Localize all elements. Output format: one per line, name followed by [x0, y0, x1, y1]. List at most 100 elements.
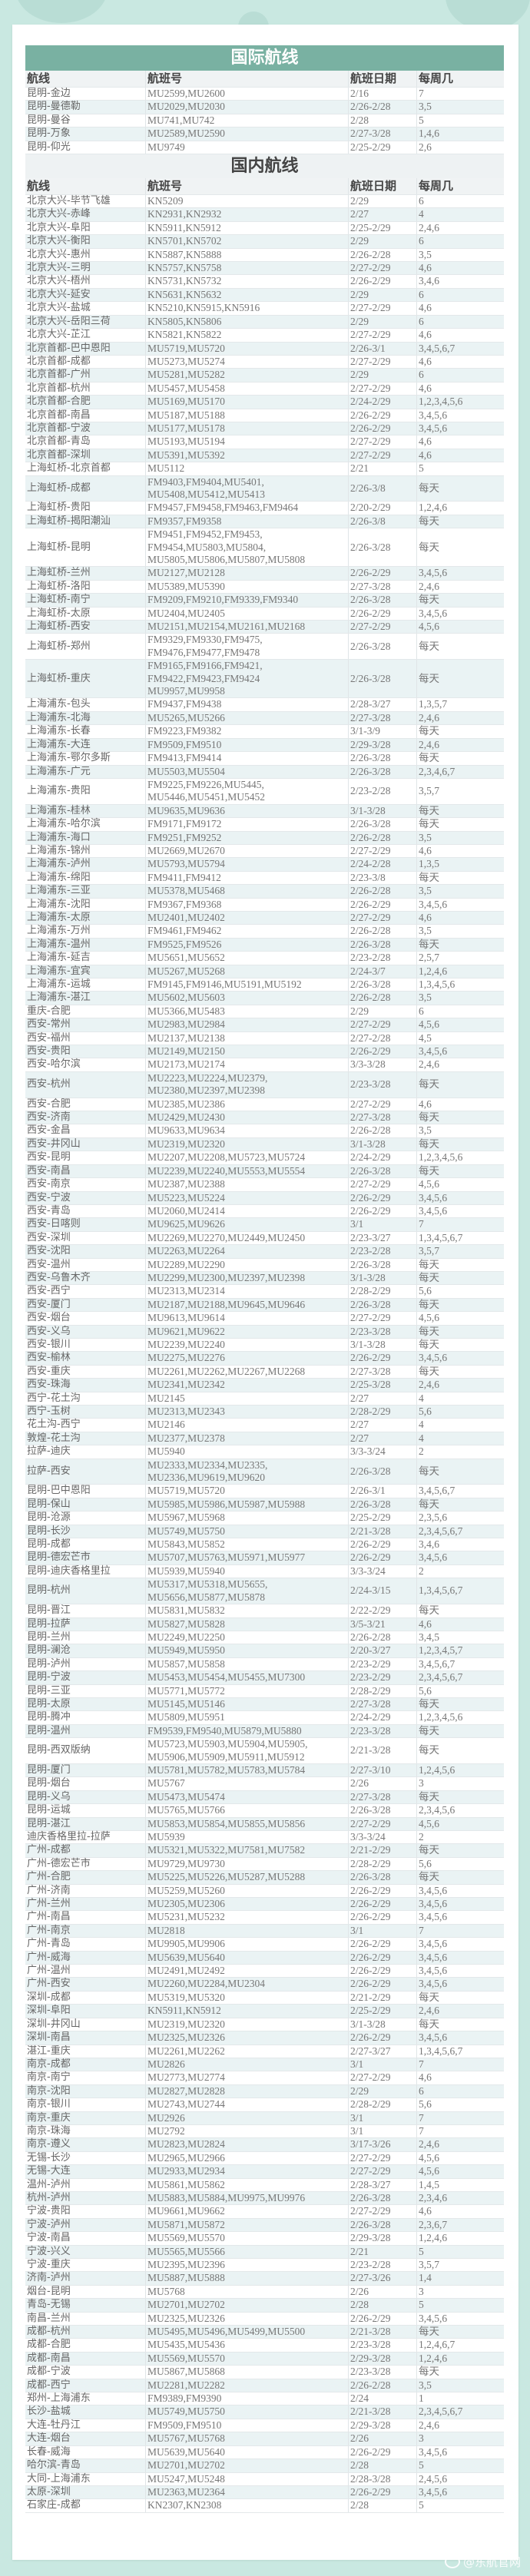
route-cell: 北京大兴-惠州	[25, 248, 146, 262]
route-cell: 昆明-运城	[25, 1804, 146, 1817]
weekdays-cell: 1,2,3,4,5,6	[419, 1711, 463, 1723]
route-cell: 南京-南宁	[25, 2071, 146, 2084]
flight-numbers-cell: MU5651,MU5652	[146, 952, 349, 965]
flight-dates-cell: 2/23-3/28	[349, 2366, 417, 2379]
flight-dates-cell: 2/26-2/29	[349, 1898, 417, 1911]
weekdays-cell: 4,5	[419, 1031, 432, 1044]
table-row: 上海浦东-延吉 MU5651,MU5652 2/23-2/28 2,5,7	[25, 952, 504, 965]
column-header-route: 航线	[25, 178, 146, 195]
table-row: 北京首都-成都 MU5273,MU5274 2/27-2/29 4,6	[25, 355, 504, 369]
flight-numbers-cell: MU5809,MU5951	[146, 1711, 349, 1724]
weekdays-cell: 4	[419, 1432, 424, 1444]
flight-dates-cell: 2/27	[349, 1419, 417, 1432]
route-cell: 成都-西宁	[25, 2379, 146, 2392]
flight-dates-cell: 2/27-2/29	[349, 844, 417, 858]
table-row: 昆明-万象 MU2589,MU2590 2/27-3/28 1,4,6	[25, 127, 504, 141]
flight-dates-cell: 2/26-3/28	[349, 2218, 417, 2232]
flight-numbers-cell: MU5145,MU5146	[146, 1697, 349, 1711]
table-row: 上海浦东-贵阳 FM9225,FM9226,MU5445, MU5446,MU54…	[25, 778, 504, 805]
flight-dates-cell: 2/26-3/8	[349, 475, 417, 502]
route-cell: 广州-济南	[25, 1884, 146, 1898]
table-row: 昆明-拉萨 MU5827,MU5828 3/5-3/21 4,6	[25, 1617, 504, 1631]
column-header-flight-dates: 航班日期	[349, 71, 417, 87]
route-cell: 西安-烟台	[25, 1312, 146, 1325]
flight-dates-cell: 2/26-3/28	[349, 1804, 417, 1817]
flight-numbers-cell: MU5867,MU5868	[146, 2366, 349, 2379]
flight-numbers-cell: FM9509,FM9510	[146, 2419, 349, 2432]
route-cell: 西安-银川	[25, 1338, 146, 1352]
table-row: 西安-金昌 MU9633,MU9634 2/26-2/28 3,5	[25, 1124, 504, 1138]
weekdays-cell: 每天	[419, 1697, 439, 1710]
weibo-icon	[444, 2555, 460, 2568]
flight-numbers-cell: MU2701,MU2702	[146, 2459, 349, 2472]
flight-numbers-cell: MU5259,MU5260	[146, 1884, 349, 1898]
flight-dates-cell: 2/26-3/28	[349, 1871, 417, 1884]
table-row: 昆明-泸州 MU5857,MU5858 2/23-2/29 3,4,5,6,7	[25, 1657, 504, 1672]
weekdays-cell: 3	[419, 1777, 424, 1790]
route-cell: 西安-南昌	[25, 1164, 146, 1178]
table-row: 杭州-泸州 MU5883,MU5884,MU9975,MU9976 2/26-3/2…	[25, 2191, 504, 2206]
weekdays-cell: 2,3,4,5,6,7	[419, 1671, 463, 1684]
table-row: 西安-常州 MU2983,MU2984 2/27-2/29 4,5,6	[25, 1018, 504, 1032]
weekdays-cell: 3	[419, 2285, 424, 2297]
weekdays-cell: 每天	[419, 818, 439, 830]
table-row: 上海浦东-宜宾 MU5267,MU5268 2/24-3/7 1,2,4,6	[25, 965, 504, 978]
flight-numbers-cell: MU5187,MU5188	[146, 409, 349, 422]
route-cell: 上海浦东-哈尔滨	[25, 818, 146, 831]
flight-numbers-cell: MU5453,MU5454,MU5455,MU7300	[146, 1671, 349, 1684]
route-cell: 北京首都-宁波	[25, 422, 146, 435]
flight-numbers-cell: MU5967,MU5968	[146, 1511, 349, 1525]
flight-dates-cell: 2/27-3/28	[349, 127, 417, 141]
weekdays-cell: 2,3,4,5,6,7	[419, 2405, 463, 2418]
table-row: 昆明-迪庆香格里拉 MU5939,MU5940 3/3-3/24 2	[25, 1564, 504, 1579]
flight-dates-cell: 2/29	[349, 2084, 417, 2098]
weekdays-cell: 3,4,5,6	[419, 1352, 448, 1364]
route-cell: 上海虹桥-成都	[25, 475, 146, 502]
route-cell: 上海浦东-运城	[25, 978, 146, 992]
table-row: 成都-杭州 MU5495,MU5496,MU5499,MU5500 2/21-3/2…	[25, 2326, 504, 2339]
table-row: 南京-南宁 MU2773,MU2774 2/27-2/29 4,6	[25, 2071, 504, 2085]
table-row: 昆明-太原 MU5145,MU5146 2/27-3/28 每天	[25, 1697, 504, 1712]
table-row: 昆明-巴中恩阳 MU5719,MU5720 2/26-3/1 3,4,5,6,7	[25, 1485, 504, 1498]
route-cell: 长沙-盐城	[25, 2405, 146, 2419]
flight-dates-cell: 2/26-3/28	[349, 1459, 417, 1485]
table-row: 昆明-西双版纳 MU5723,MU5903,MU5904,MU5905, MU59…	[25, 1738, 504, 1764]
flight-numbers-cell: FM9539,FM9540,MU5879,MU5880	[146, 1724, 349, 1738]
route-cell: 上海浦东-大连	[25, 738, 146, 752]
flight-numbers-cell: MU5767	[146, 1777, 349, 1790]
flight-dates-cell: 2/24-2/29	[349, 1711, 417, 1724]
weekdays-cell: 3,5	[419, 831, 432, 843]
route-cell: 上海浦东-万州	[25, 925, 146, 938]
weekdays-cell: 1,2,4,5,6	[419, 1763, 455, 1776]
flight-numbers-cell: MU2599,MU2600	[146, 88, 349, 101]
flight-numbers-cell: MU2239,MU2240	[146, 1338, 349, 1352]
route-cell: 大连-烟台	[25, 2432, 146, 2445]
table-row: 宁波-泸州 MU5871,MU5872 2/26-3/28 2,3,6,7	[25, 2218, 504, 2233]
route-cell: 上海浦东-包头	[25, 698, 146, 711]
route-cell: 西安-宁波	[25, 1191, 146, 1204]
route-cell: 昆明-万象	[25, 127, 146, 141]
flight-dates-cell: 2/26-2/28	[349, 925, 417, 938]
route-cell: 北京大兴-毕节飞雄	[25, 195, 146, 208]
weekdays-cell: 2,3,4,5,6,7	[419, 1525, 463, 1537]
flight-dates-cell: 2/26-2/29	[349, 1204, 417, 1218]
weekdays-cell: 4,6	[419, 355, 432, 367]
flight-numbers-cell: FM9413,FM9414	[146, 752, 349, 765]
route-cell: 昆明-迪庆香格里拉	[25, 1564, 146, 1578]
flight-dates-cell: 2/26-2/29	[349, 422, 417, 435]
flight-numbers-cell: KN5757,KN5758	[146, 262, 349, 275]
route-cell: 西安-榆林	[25, 1352, 146, 1365]
flight-numbers-cell: FM9451,FM9452,FM9453, FM9454,MU5803,MU58…	[146, 528, 349, 567]
flight-dates-cell: 3/1	[349, 2124, 417, 2138]
flight-dates-cell: 2/24-2/29	[349, 1151, 417, 1164]
table-row: 广州-合肥 MU5225,MU5226,MU5287,MU5288 2/26-3/2…	[25, 1871, 504, 1885]
weekdays-cell: 7	[419, 2124, 424, 2137]
flight-numbers-cell: MU2305,MU2306	[146, 1898, 349, 1911]
flight-dates-cell: 2/25-2/29	[349, 2005, 417, 2018]
flight-numbers-cell: MU2818	[146, 1924, 349, 1938]
route-cell: 上海浦东-桂林	[25, 804, 146, 818]
table-row: 广州-兰州 MU2305,MU2306 2/26-2/29 3,4,5,6	[25, 1898, 504, 1912]
weekdays-cell: 每天	[419, 1298, 439, 1310]
flight-numbers-cell: MU5231,MU5232	[146, 1911, 349, 1924]
flight-numbers-cell: MU2401,MU2402	[146, 911, 349, 925]
